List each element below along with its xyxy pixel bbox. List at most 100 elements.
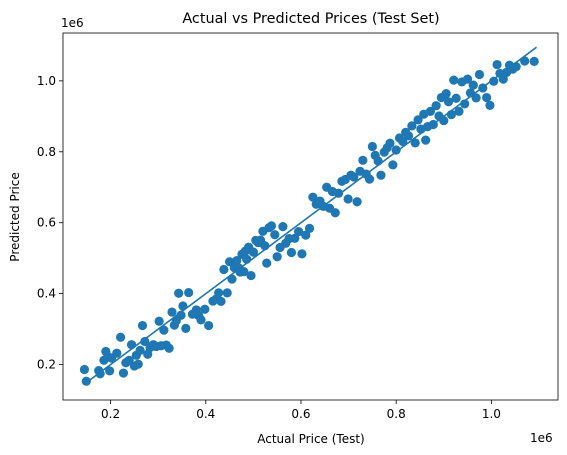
data-point [81,376,91,386]
data-point [343,194,353,204]
data-point [439,115,449,126]
data-point [462,74,473,84]
data-point [364,174,375,184]
data-point [398,136,408,147]
data-point [286,247,297,258]
data-point [297,249,307,259]
data-point [425,106,436,116]
data-point [403,131,414,141]
data-point [451,93,461,103]
data-point [410,138,420,148]
data-point [126,340,137,350]
data-point [441,89,451,99]
y-offset-label: 1e6 [61,16,84,30]
x-tick-label: 1.0 [482,407,501,421]
data-point [115,332,126,342]
data-point [181,323,191,333]
data-point [200,304,210,314]
data-point [159,325,169,335]
data-point [367,141,377,152]
data-point [272,252,282,262]
x-tick-label: 0.2 [101,407,120,421]
data-point [278,222,288,232]
y-axis-label: Predicted Price [8,172,22,261]
data-point [219,264,229,275]
data-point [301,230,311,240]
data-point [232,256,242,266]
data-point [489,76,499,86]
data-point [304,223,315,233]
data-point [388,160,398,170]
plot-area-frame [62,32,559,401]
data-point [482,92,492,103]
data-point [308,192,318,202]
data-point [196,315,206,325]
y-tick-label: 1.0 [37,74,56,88]
data-point [413,115,423,125]
y-tick-label: 0.2 [37,358,56,372]
x-offset-label: 1e6 [530,431,553,445]
data-point [214,288,224,298]
data-point [290,233,300,243]
x-axis-label: Actual Price (Test) [257,432,365,446]
data-point [294,226,304,237]
data-point [216,296,226,307]
data-point [492,59,502,70]
y-tick-label: 0.4 [37,287,56,301]
data-point [135,345,145,355]
data-point [330,208,340,218]
data-point [373,156,383,166]
data-point [167,307,177,317]
data-point [529,56,539,66]
data-point [164,343,174,353]
data-point [140,336,150,347]
data-point [391,145,401,155]
data-point [352,197,362,207]
data-point [118,368,129,378]
data-point [468,80,478,90]
data-point [407,121,417,131]
data-point [431,101,441,111]
data-point [133,359,143,369]
chart-title: Actual vs Predicted Prices (Test Set) [182,11,439,27]
points-layer [79,56,539,386]
reference-line [83,46,538,385]
data-point [511,62,521,72]
y-tick-label: 0.6 [37,216,56,230]
data-point [262,258,272,268]
y-axis-ticks: 0.2 0.4 0.6 0.8 1.0 [37,74,63,372]
y-tick-label: 0.8 [37,145,56,159]
data-point [178,301,188,311]
data-point [154,316,164,326]
data-point [246,270,256,281]
data-point [485,100,495,110]
data-point [222,288,232,298]
data-point [358,155,368,165]
x-axis-ticks: 0.2 0.4 0.6 0.8 1.0 [101,400,501,421]
data-point [376,170,386,180]
data-point [105,366,115,376]
data-point [471,93,481,103]
data-point [137,320,148,331]
data-point [449,75,459,85]
data-point [385,138,395,148]
x-tick-label: 0.4 [196,407,215,421]
data-point [454,106,464,116]
data-point [248,247,258,257]
data-point [349,172,359,182]
data-point [474,69,485,80]
data-point [184,287,194,298]
data-point [204,320,214,331]
data-point [443,97,454,107]
x-tick-label: 0.8 [387,407,406,421]
reference-line-layer [83,46,538,385]
data-point [266,221,277,231]
data-point [421,135,431,145]
data-point [239,267,249,277]
data-point [112,348,122,358]
data-point [174,288,184,298]
x-tick-label: 0.6 [291,407,310,421]
data-point [270,230,280,240]
data-point [79,364,90,375]
